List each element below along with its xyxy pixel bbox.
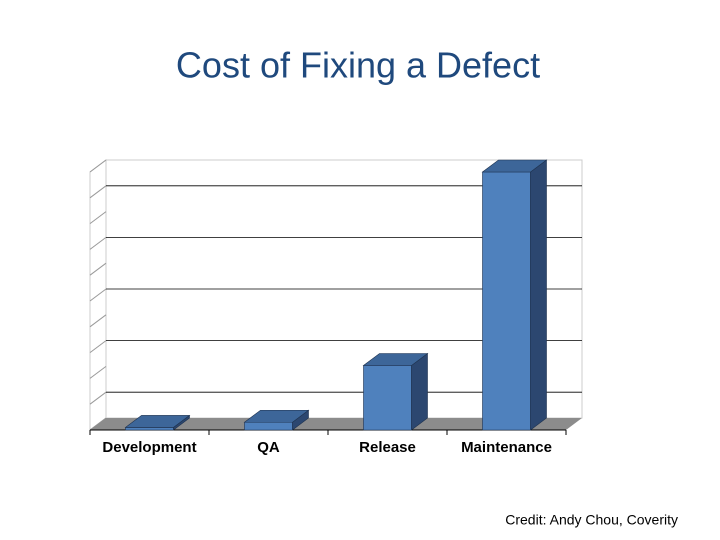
bar-front	[363, 365, 412, 431]
bar-top	[243, 409, 310, 423]
chart-title: Cost of Fixing a Defect	[176, 45, 540, 86]
wall-tick	[89, 340, 107, 354]
x-tick-label: QA	[257, 439, 280, 456]
wall-tick	[89, 185, 107, 199]
wall-tick	[89, 288, 107, 302]
x-tick-label: Development	[102, 439, 196, 456]
wall-tick	[89, 211, 107, 225]
bar-top	[362, 353, 429, 366]
bar-front	[244, 421, 293, 431]
bar-front	[482, 171, 531, 431]
wall-tick	[89, 314, 107, 328]
bar-side	[411, 352, 428, 431]
bar-side	[530, 159, 547, 431]
x-tick-label: Release	[359, 439, 416, 456]
floor	[90, 418, 582, 430]
bar-front	[125, 427, 174, 431]
bar	[481, 159, 548, 431]
bar-top	[124, 415, 191, 428]
bar	[362, 352, 429, 431]
wall-tick	[89, 365, 107, 379]
bar	[243, 409, 310, 431]
wall-tick	[89, 159, 107, 173]
wall-tick	[89, 262, 107, 276]
wall-tick	[89, 236, 107, 250]
wall-tick	[89, 391, 107, 405]
bar	[124, 414, 191, 431]
bar-top	[481, 159, 548, 173]
credit: Credit: Andy Chou, Coverity	[505, 512, 678, 528]
x-tick-label: Maintenance	[461, 439, 552, 456]
